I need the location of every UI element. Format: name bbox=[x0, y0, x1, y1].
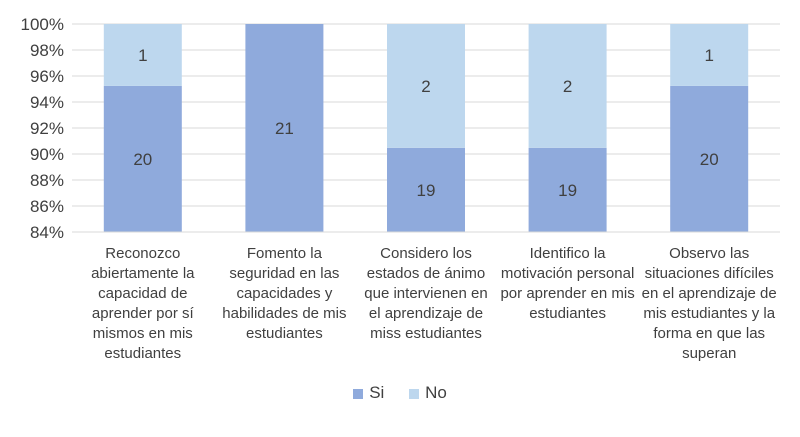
x-category-label: Identifico la motivación personal por apre… bbox=[500, 245, 634, 322]
x-category-label-line: capacidad de bbox=[98, 285, 187, 302]
bar-segment-si bbox=[245, 24, 324, 232]
data-label: 1 bbox=[138, 46, 147, 65]
y-tick-label: 94% bbox=[30, 93, 64, 112]
y-tick-label: 90% bbox=[30, 145, 64, 164]
x-category-label-line: Considero los bbox=[380, 245, 472, 262]
y-tick-label: 88% bbox=[30, 171, 64, 190]
x-category-label-line: habilidades de mis bbox=[222, 305, 346, 322]
x-category-label-line: estudiantes bbox=[529, 305, 606, 322]
data-label: 2 bbox=[421, 77, 430, 96]
x-category-label-line: en el aprendizaje de bbox=[642, 285, 777, 302]
x-category-label-line: Fomento la bbox=[247, 245, 323, 262]
legend-swatch-si bbox=[353, 388, 364, 399]
x-category-label-line: Observo las bbox=[669, 245, 749, 262]
y-tick-label: 98% bbox=[30, 41, 64, 60]
bar-segment-si bbox=[528, 147, 607, 232]
x-category-label-line: forma en que las bbox=[653, 325, 765, 342]
x-category-label-line: estudiantes bbox=[104, 345, 181, 362]
x-category-label-line: por aprender en mis bbox=[500, 285, 634, 302]
bar-segment-no bbox=[670, 24, 749, 86]
legend-label-no: No bbox=[425, 383, 447, 402]
bar-segment-no bbox=[528, 24, 607, 148]
x-category-label-line: seguridad en las bbox=[229, 265, 339, 282]
x-category-label-line: estudiantes bbox=[246, 325, 323, 342]
data-label: 19 bbox=[417, 181, 436, 200]
x-category-label-line: aprender por sí bbox=[92, 305, 195, 322]
x-category-label-line: Reconozco bbox=[105, 245, 180, 262]
bar-segment-si bbox=[103, 85, 182, 233]
x-category-label-line: superan bbox=[682, 345, 736, 362]
x-category-label-line: abiertamente la bbox=[91, 265, 195, 282]
x-category-label-line: el aprendizaje de bbox=[369, 305, 483, 322]
x-category-label-line: situaciones difíciles bbox=[645, 265, 774, 282]
x-category-label-line: estados de ánimo bbox=[367, 265, 485, 282]
y-tick-label: 84% bbox=[30, 223, 64, 242]
y-tick-label: 92% bbox=[30, 119, 64, 138]
legend-item-no: No bbox=[409, 383, 447, 403]
x-category-label: Considero los estados de ánimo que intervi… bbox=[364, 245, 487, 342]
bar-segment-no bbox=[387, 24, 465, 148]
y-tick-label: 100% bbox=[21, 15, 64, 34]
y-tick-label: 86% bbox=[30, 197, 64, 216]
data-label: 1 bbox=[704, 46, 713, 65]
y-tick-label: 96% bbox=[30, 67, 64, 86]
x-category-label: Reconozco abiertamente la capacidad de apre… bbox=[91, 245, 195, 362]
x-category-label: Observo las situaciones difíciles en el ap… bbox=[642, 245, 777, 362]
legend-label-si: Si bbox=[369, 383, 385, 402]
data-label: 20 bbox=[700, 150, 719, 169]
data-label: 20 bbox=[133, 150, 152, 169]
bar-segment-no bbox=[103, 24, 182, 86]
x-category-label: Fomento la seguridad en las capacidades y h… bbox=[222, 245, 346, 342]
x-category-label-line: mis estudiantes y la bbox=[643, 305, 775, 322]
bar-segment-si bbox=[670, 85, 749, 233]
legend-item-si: Si bbox=[353, 383, 384, 403]
x-category-label-line: Identifico la bbox=[530, 245, 607, 262]
x-category-label-line: mismos en mis bbox=[93, 325, 193, 342]
data-label: 19 bbox=[558, 181, 577, 200]
x-category-label-line: miss estudiantes bbox=[370, 325, 482, 342]
bar-segment-si bbox=[387, 147, 465, 232]
x-category-label-line: que intervienen en bbox=[364, 285, 487, 302]
x-category-label-line: motivación personal bbox=[501, 265, 634, 282]
legend-swatch-no bbox=[409, 388, 420, 399]
chart-legend: Si No bbox=[0, 383, 800, 403]
data-label: 21 bbox=[275, 119, 294, 138]
data-label: 2 bbox=[563, 77, 572, 96]
x-category-label-line: capacidades y bbox=[236, 285, 332, 302]
